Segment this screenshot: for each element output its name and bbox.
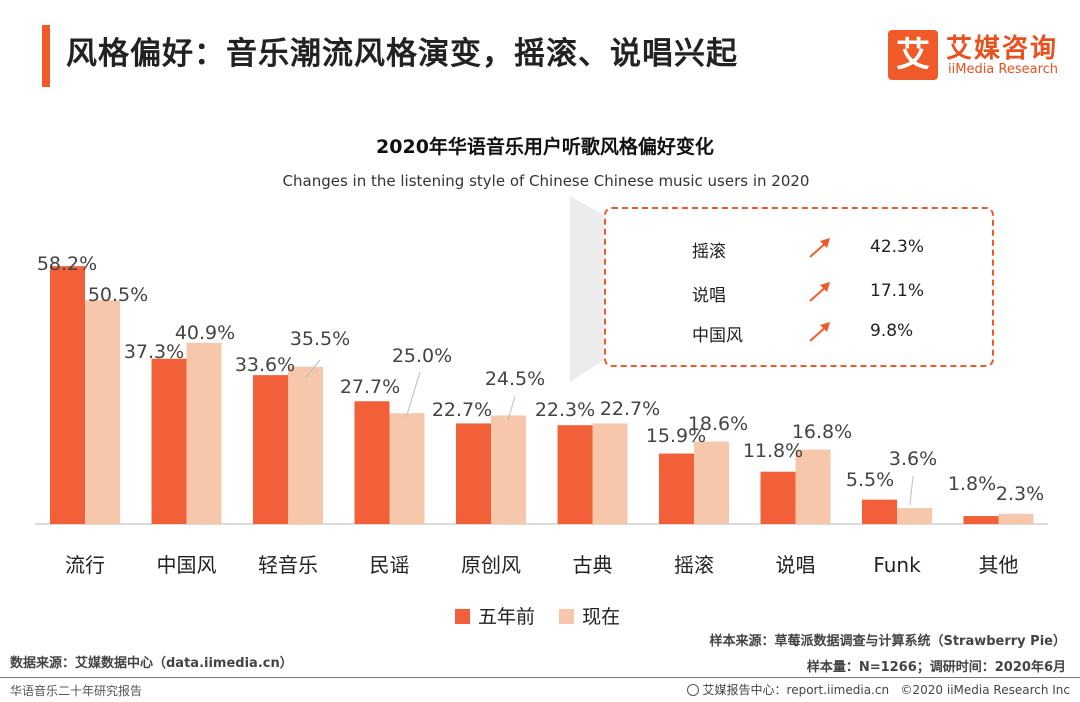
legend-swatch [559,609,575,624]
sample-size-note: 样本量：N=1266；调研时间：2020年6月 [806,660,1066,675]
bar-five-years-ago [50,266,85,524]
data-label: 50.5% [88,284,148,306]
legend-label: 五年前 [478,606,536,628]
callout-value: 9.8% [870,321,914,341]
globe-icon [686,684,699,696]
footer-divider [0,677,1080,678]
callout-row: 说唱 17.1% [606,279,992,307]
bar-now [491,415,526,524]
x-tick-label: 原创风 [461,553,521,577]
data-label: 2.3% [996,483,1044,505]
data-label: 24.5% [485,368,545,390]
bar-now [389,413,425,524]
label-leader-line [305,359,321,378]
page-title: 风格偏好：音乐潮流风格演变，摇滚、说唱兴起 [66,36,738,72]
x-tick-label: Funk [873,553,921,577]
data-label: 16.8% [792,421,852,443]
bar-now [795,449,831,524]
x-tick-label: 中国风 [157,553,217,577]
up-right-arrow-icon [806,319,834,350]
data-label: 11.8% [743,440,803,462]
callout-value: 17.1% [870,281,925,301]
x-tick-label: 民谣 [370,553,410,577]
bar-five-years-ago [456,423,491,524]
bar-five-years-ago [862,499,897,524]
data-label: 40.9% [175,322,235,344]
bar-now [288,366,323,524]
x-tick-label: 古典 [573,553,613,577]
callout-label: 摇滚 [692,242,726,262]
data-label: 58.2% [37,253,97,275]
legend-item-now: 现在 [559,602,620,629]
data-label: 27.7% [340,376,400,398]
chart-title: 2020年华语音乐用户听歌风格偏好变化 [376,136,714,158]
bar-five-years-ago [151,358,187,524]
logo-mark: 艾 [888,30,938,80]
data-label: 33.6% [235,354,295,376]
sample-source-note: 样本来源：草莓派数据调查与计算系统（Strawberry Pie） [709,634,1066,649]
legend-swatch [455,609,470,624]
legend-item-five-years-ago: 五年前 [455,602,535,629]
data-label: 37.3% [124,341,184,363]
bar-five-years-ago [557,425,593,524]
data-label: 22.3% [535,399,595,421]
logo-chinese-name: 艾媒咨询 [946,34,1059,64]
chart-legend: 五年前 现在 [455,602,638,629]
callout-row: 中国风 9.8% [606,319,992,347]
data-label: 22.7% [432,399,492,421]
bar-now [186,342,222,524]
x-tick-label: 流行 [65,553,105,577]
callout-label: 说唱 [692,286,726,306]
label-leader-line [909,475,914,506]
iimedia-logo: 艾 艾媒咨询 iiMedia Research [888,28,1068,84]
report-title: 华语音乐二十年研究报告 [10,684,143,698]
label-leader-line [405,371,421,419]
x-tick-label: 摇滚 [674,553,714,577]
data-label: 1.8% [948,473,996,495]
bar-five-years-ago [760,471,796,524]
callout-row: 摇滚 42.3% [606,235,992,263]
data-source-note: 数据来源：艾媒数据中心（data.iimedia.cn） [10,656,293,671]
label-leader-line [507,395,516,421]
bar-five-years-ago [354,401,390,524]
x-tick-label: 轻音乐 [258,553,318,577]
footer-credits: 艾媒报告中心：report.iimedia.cn ©2020 iiMedia R… [686,681,1070,698]
data-label: 18.6% [688,413,748,435]
data-label: 3.6% [889,448,937,470]
legend-label: 现在 [582,606,621,628]
x-tick-label: 其他 [979,553,1019,577]
callout-pointer-shape [570,196,604,382]
bar-now [998,513,1034,524]
copyright: ©2020 iiMedia Research Inc [900,683,1070,697]
data-label: 25.0% [392,345,452,367]
data-label: 15.9% [646,425,706,447]
title-accent-bar [42,25,50,87]
data-label: 5.5% [846,469,894,491]
chart-subtitle: Changes in the listening style of Chines… [282,172,810,190]
x-tick-label: 说唱 [776,553,816,577]
bar-five-years-ago [253,375,288,524]
up-right-arrow-icon [806,279,834,310]
bar-five-years-ago [963,516,999,524]
callout-value: 42.3% [870,237,925,257]
growth-callout-box: 摇滚 42.3% 说唱 17.1% 中国风 9.8% [604,207,994,367]
report-center-link[interactable]: 艾媒报告中心：report.iimedia.cn [702,683,890,697]
logo-english-name: iiMedia Research [948,62,1059,77]
bar-now [592,423,628,524]
bar-five-years-ago [659,453,694,524]
data-label: 35.5% [290,328,350,350]
bar-now [897,508,932,524]
data-label: 22.7% [600,398,660,420]
callout-label: 中国风 [692,326,743,346]
up-right-arrow-icon [806,235,834,266]
bar-now [85,300,120,524]
bar-now [694,441,729,524]
